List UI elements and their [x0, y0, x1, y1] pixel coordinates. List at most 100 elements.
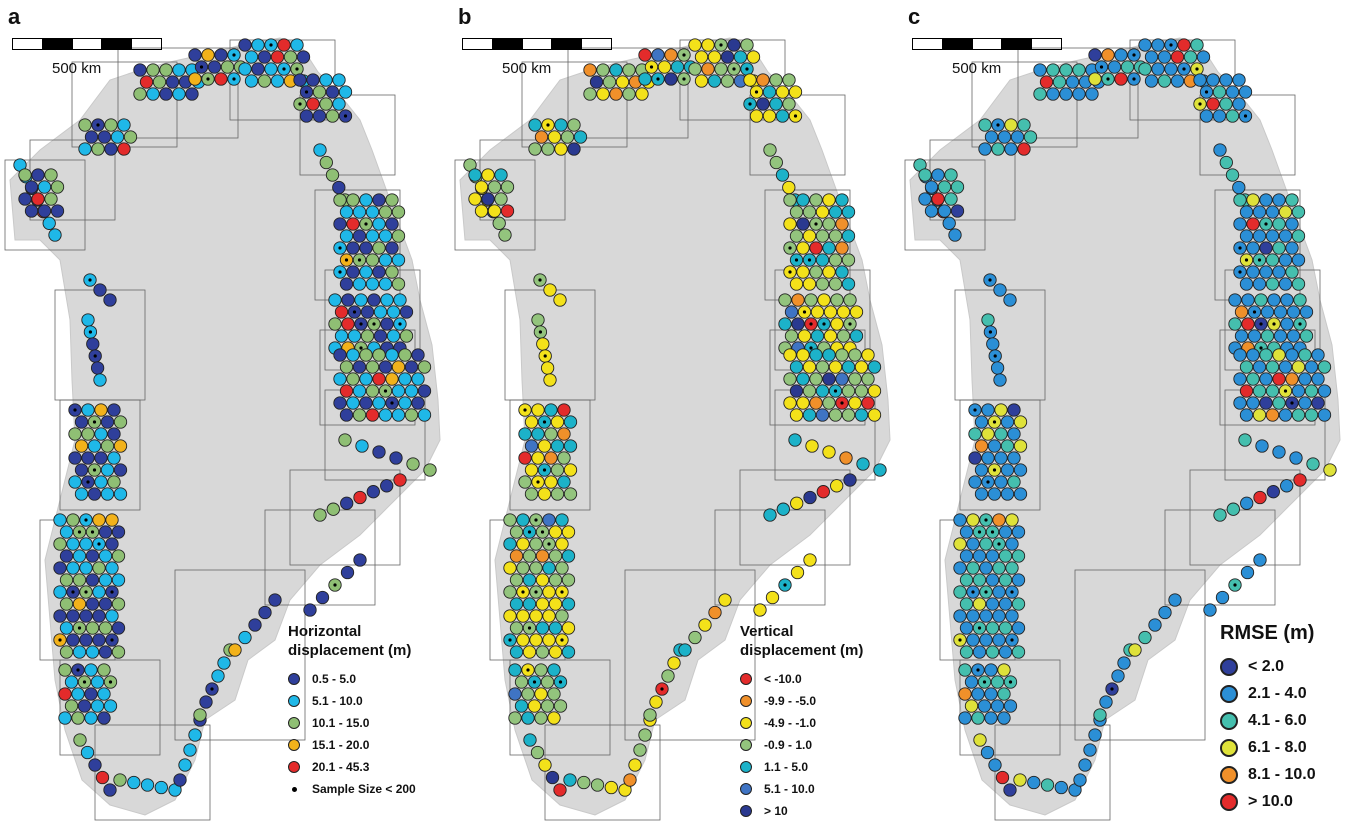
sample-point [959, 573, 974, 587]
small-sample-dot [282, 67, 286, 71]
sample-point [762, 85, 777, 99]
sample-point [986, 337, 1000, 351]
sample-point [979, 537, 993, 551]
sample-point [783, 348, 797, 362]
sample-point [1219, 97, 1233, 111]
legend-swatch-icon [1220, 711, 1238, 730]
sample-point [88, 758, 102, 772]
sample-point [87, 439, 102, 453]
small-sample-dot [1283, 389, 1288, 393]
sample-point [678, 643, 692, 657]
sample-point [809, 372, 823, 386]
sample-point [555, 561, 569, 575]
sample-point [931, 168, 945, 182]
sample-point [1240, 565, 1255, 580]
sample-point [385, 372, 399, 386]
legend-item: -0.9 - 1.0 [740, 734, 863, 756]
small-sample-dot [58, 638, 62, 642]
sample-point [535, 621, 550, 635]
sample-point [94, 403, 108, 417]
legend-item: 5.1 - 10.0 [288, 690, 416, 712]
sample-point [516, 537, 530, 551]
sample-point [1000, 439, 1015, 453]
sample-point [367, 293, 381, 307]
sample-point [152, 75, 167, 89]
small-sample-dot [206, 77, 210, 81]
small-sample-dot [92, 468, 97, 472]
sample-point [94, 451, 108, 465]
sample-point [1238, 85, 1253, 99]
sample-point [964, 699, 979, 713]
sample-point [849, 305, 864, 319]
sample-point [360, 305, 375, 319]
small-sample-dot [508, 638, 512, 642]
sample-point [1267, 293, 1281, 307]
sample-point [985, 549, 1000, 563]
sample-point [97, 663, 111, 677]
sample-point [688, 630, 702, 645]
small-sample-dot [90, 530, 95, 534]
small-sample-dot [560, 638, 564, 642]
sample-point [1259, 241, 1273, 255]
sample-point [1233, 372, 1247, 386]
sample-point [835, 372, 849, 386]
sample-point [815, 360, 830, 374]
sample-point [1164, 62, 1178, 76]
map-panel-b [454, 37, 891, 821]
sample-point [340, 496, 354, 510]
sample-point [352, 408, 367, 422]
sample-point [1291, 384, 1306, 398]
sample-point [542, 609, 556, 623]
sample-point [809, 348, 823, 362]
sample-point [622, 87, 636, 101]
sample-point [843, 473, 857, 487]
sample-point [411, 348, 425, 362]
sample-point [92, 561, 106, 575]
sample-point [835, 217, 849, 231]
small-sample-dot [298, 102, 302, 106]
sample-point [783, 372, 797, 386]
sample-point [500, 180, 515, 194]
sample-point [133, 87, 147, 101]
sample-point [1233, 396, 1247, 410]
sample-point [37, 204, 52, 218]
small-sample-dot [534, 518, 538, 522]
small-sample-dot [984, 590, 988, 594]
sample-point [984, 687, 998, 701]
sample-point [694, 50, 709, 64]
sample-point [1272, 217, 1286, 231]
sample-point [992, 561, 1006, 575]
sample-point [94, 475, 108, 489]
sample-point [333, 372, 347, 386]
sample-point [968, 475, 982, 489]
sample-point [553, 293, 567, 307]
sample-point [524, 487, 539, 501]
sample-point [98, 621, 113, 635]
sample-point [1011, 549, 1026, 563]
sample-point [1286, 329, 1301, 343]
sample-point [1226, 502, 1240, 516]
sample-point [828, 277, 843, 291]
sample-point [74, 487, 89, 501]
sample-point [378, 205, 393, 219]
sample-point [1265, 205, 1280, 219]
sample-point [81, 403, 95, 417]
sample-point [796, 396, 810, 410]
sample-point [127, 775, 141, 790]
sample-point [1252, 205, 1267, 219]
small-sample-dot [398, 322, 402, 326]
sample-point [830, 317, 844, 331]
sample-point [972, 573, 987, 587]
sample-point [328, 293, 342, 307]
sample-point [1252, 229, 1267, 243]
small-sample-dot [526, 668, 530, 672]
sample-point [783, 396, 797, 410]
sample-dot-icon [292, 786, 297, 792]
sample-point [1278, 277, 1293, 291]
small-sample-dot [793, 114, 798, 118]
sample-point [214, 72, 228, 86]
sample-point [987, 487, 1002, 501]
sample-point [332, 97, 346, 111]
sample-point [1232, 180, 1246, 195]
sample-point [688, 38, 702, 52]
